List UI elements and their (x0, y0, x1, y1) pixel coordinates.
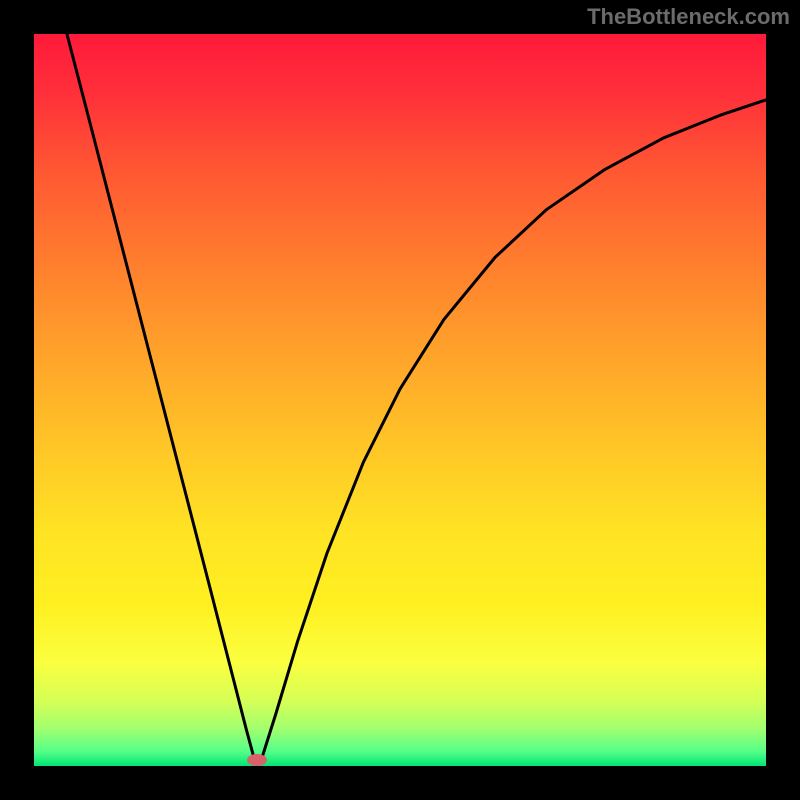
chart-frame: TheBottleneck.com (0, 0, 800, 800)
sweet-spot-marker (247, 754, 267, 766)
bottleneck-curve (34, 34, 766, 766)
plot-area (34, 34, 766, 766)
watermark-text: TheBottleneck.com (587, 4, 790, 30)
